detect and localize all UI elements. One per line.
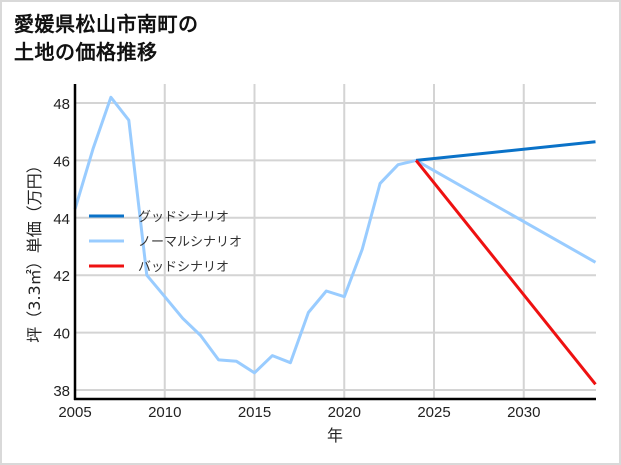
series-line: [73, 95, 597, 375]
series-line: [414, 159, 597, 386]
chart-title-line2: 土地の価格推移: [14, 40, 158, 64]
x-tick-label: 2020: [328, 404, 361, 421]
y-tick-label: 40: [53, 326, 70, 343]
axes: [73, 84, 596, 401]
tick-labels: 38 40 42 44 46 48 2005 2010 2015 2020 2025 2030: [53, 96, 540, 421]
y-tick-label: 38: [53, 383, 70, 400]
data-series: [73, 95, 597, 386]
y-tick-label: 48: [53, 96, 70, 113]
x-axis-label: 年: [327, 426, 343, 445]
legend-label: バッドシナリオ: [138, 260, 229, 275]
x-tick-label: 2005: [58, 404, 91, 421]
y-tick-label: 44: [53, 211, 70, 228]
series-line: [415, 140, 596, 162]
legend-label: グッドシナリオ: [138, 210, 229, 225]
legend-label: ノーマルシナリオ: [138, 235, 242, 250]
x-tick-label: 2010: [148, 404, 181, 421]
y-axis-label: 坪（3.3㎡）単価（万円）: [25, 157, 44, 342]
y-tick-label: 42: [53, 268, 70, 285]
x-tick-label: 2025: [417, 404, 450, 421]
x-tick-label: 2015: [238, 404, 271, 421]
chart-title-line1: 愛媛県松山市南町の: [14, 12, 199, 36]
chart-title: 愛媛県松山市南町の 土地の価格推移: [14, 10, 199, 66]
y-tick-label: 46: [53, 153, 70, 170]
x-tick-label: 2030: [507, 404, 540, 421]
